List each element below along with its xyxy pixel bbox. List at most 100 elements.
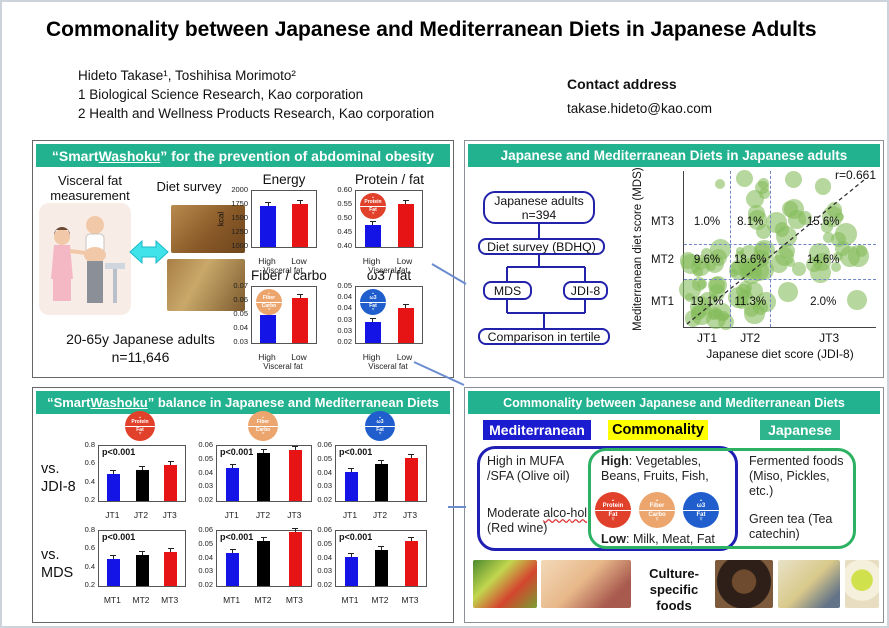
x-category-labels: MT1 MT2 MT3 xyxy=(335,595,425,605)
y-tick: 0.03 xyxy=(337,325,352,335)
wine-photo xyxy=(541,560,631,608)
error-bar-cap xyxy=(110,555,117,556)
error-bar-cap xyxy=(292,446,299,447)
bar-jt3 xyxy=(288,446,302,501)
chart-title: Energy xyxy=(262,172,306,187)
data-bubble xyxy=(735,295,749,309)
salad-photo xyxy=(473,560,537,608)
plot-area: p<0.001 xyxy=(98,445,186,502)
error-bar-cap xyxy=(408,454,414,455)
japanese-header: Japanese xyxy=(760,420,840,440)
data-bubble xyxy=(822,231,835,244)
y-tick: 0.04 xyxy=(198,467,213,477)
bar-jt2 xyxy=(257,449,271,501)
error-bar-cap xyxy=(402,200,409,201)
p-value: p<0.001 xyxy=(102,447,136,457)
y-tick: 0.03 xyxy=(198,481,213,491)
mds-label: MDS xyxy=(41,565,74,581)
affiliation-1: 1 Biological Science Research, Kao corpo… xyxy=(78,87,364,102)
diet-photo-2 xyxy=(167,259,245,311)
contact-label: Contact address xyxy=(567,76,677,92)
x-category-labels: MT1 MT2 MT3 xyxy=(216,595,310,605)
error-bar xyxy=(372,221,373,225)
error-bar-cap xyxy=(378,546,384,547)
jdi-omega3-chart: 0.06 0.05 0.04 0.03 0.02 p<0.001 JT1 JT2 JT3 xyxy=(313,441,427,520)
y-tick: 0.02 xyxy=(198,580,213,589)
connector-line-1 xyxy=(431,263,467,285)
panel3-header-post: ” balance in Japanese and Mediterranean … xyxy=(147,395,439,410)
omega3-fat-ratio-icon: ▲ ω3 Fat ▽ xyxy=(360,289,386,315)
y-tick: 2000 xyxy=(231,185,248,194)
panel-smart-washoku-obesity: “Smart Washoku” for the prevention of ab… xyxy=(32,140,454,378)
vs-label: vs. xyxy=(41,461,60,477)
error-bar-cap xyxy=(369,221,376,222)
bar-mt3 xyxy=(288,528,302,586)
x-category: Low xyxy=(291,256,307,266)
bar-mt2 xyxy=(135,551,149,586)
mediterranean-item-2: Moderate alco-hol (Red wine) xyxy=(487,506,589,536)
cell-percentage: 11.3% xyxy=(734,295,767,308)
bar-mt3 xyxy=(404,537,418,586)
panel-washoku-balance: “Smart Washoku” balance in Japanese and … xyxy=(32,387,454,623)
data-bubble xyxy=(847,290,867,311)
plot-area: p<0.001 xyxy=(335,445,427,502)
panel1-header-pre: “Smart xyxy=(51,147,99,164)
high-rest: : Vegetables, Beans, Fruits, Fish, xyxy=(601,454,709,483)
plot-area: ▲ ω3 Fat ▽ xyxy=(355,286,423,344)
error-bar xyxy=(232,464,234,468)
error-bar-cap xyxy=(297,294,303,295)
y-tick: 0.06 xyxy=(317,525,332,534)
y-tick: 0.06 xyxy=(198,440,213,449)
energy-chart: Energy 2000 1750 1500 1250 1000 kcal High Low Vis… xyxy=(217,172,317,275)
y-tick: 0.45 xyxy=(337,227,352,236)
flow-box-japanese-adults: Japanese adults n=394 xyxy=(483,191,595,224)
protein-fat-ratio-icon: ▲ Protein Fat ▽ xyxy=(360,193,386,219)
y-tick: 0.06 xyxy=(233,295,248,304)
double-arrow-icon xyxy=(129,239,169,265)
data-bubble xyxy=(755,241,771,257)
common-fiber-carbo-icon-wrap: ▲ Fiber Carbo ▽ xyxy=(639,492,675,528)
error-bar-cap xyxy=(167,461,174,462)
x-axis-sublabel: Visceral fat xyxy=(368,362,408,371)
y-tick: 0.4 xyxy=(84,561,95,571)
y-tick: 0.04 xyxy=(317,552,332,562)
y-tick: 0.05 xyxy=(317,538,332,548)
p-value: p<0.001 xyxy=(220,532,254,542)
y-tick: 0.05 xyxy=(317,453,332,463)
error-bar xyxy=(141,551,143,555)
data-bubble xyxy=(748,205,765,222)
common-omega3-fat-icon-wrap: ▲ ω3 Fat ▽ xyxy=(683,492,719,528)
data-bubble xyxy=(758,188,771,200)
error-bar-cap xyxy=(348,468,354,469)
cell-percentage: 19.1% xyxy=(690,295,724,308)
bar-jt1 xyxy=(106,470,120,501)
x-category: JT3 xyxy=(162,510,177,520)
correlation-label: r=0.661 xyxy=(834,168,876,182)
x-category-labels: JT1 JT2 JT3 xyxy=(98,510,184,520)
diet-photo-1 xyxy=(171,205,245,253)
x-category: MT3 xyxy=(285,595,303,605)
plot-area: p<0.001 xyxy=(98,530,186,587)
scatter-plot: 1.0% 8.1% 15.6% 9.6% 18.6% 14.6% 19.1% 11.3% 2.0… xyxy=(632,167,876,361)
omega3-fat-chart: ω3 / fat 0.05 0.04 0.04 0.03 0.03 0.02 ▲ ω3 Fat ▽ H… xyxy=(331,268,423,371)
y-tick: 1000 xyxy=(231,241,248,250)
y-tick: 0.03 xyxy=(337,314,352,324)
panel3-header-washoku: Washoku xyxy=(90,395,148,410)
y-tick: 0.60 xyxy=(337,185,352,194)
y-tick: 0.50 xyxy=(337,213,352,222)
common-protein-fat-icon-wrap: ▲ Protein Fat ▽ xyxy=(595,492,631,528)
error-bar xyxy=(350,468,352,472)
x-category: MT2 xyxy=(371,595,389,605)
bar-high xyxy=(260,311,276,343)
error-bar-cap xyxy=(110,470,117,471)
error-bar xyxy=(299,200,301,204)
y-axis-label: kcal xyxy=(216,211,226,227)
commonality-low-text: Low: Milk, Meat, Fat xyxy=(601,532,736,547)
data-bubble xyxy=(711,292,719,300)
x-category-labels: High Low xyxy=(251,352,315,362)
y-axis-ticks: 0.8 0.6 0.4 0.2 xyxy=(76,526,98,589)
error-bar-cap xyxy=(229,549,236,550)
plot-area: p<0.001 xyxy=(216,445,312,502)
flow-box-comparison: Comparison in tertile xyxy=(478,328,610,345)
error-bar-cap xyxy=(408,537,414,538)
